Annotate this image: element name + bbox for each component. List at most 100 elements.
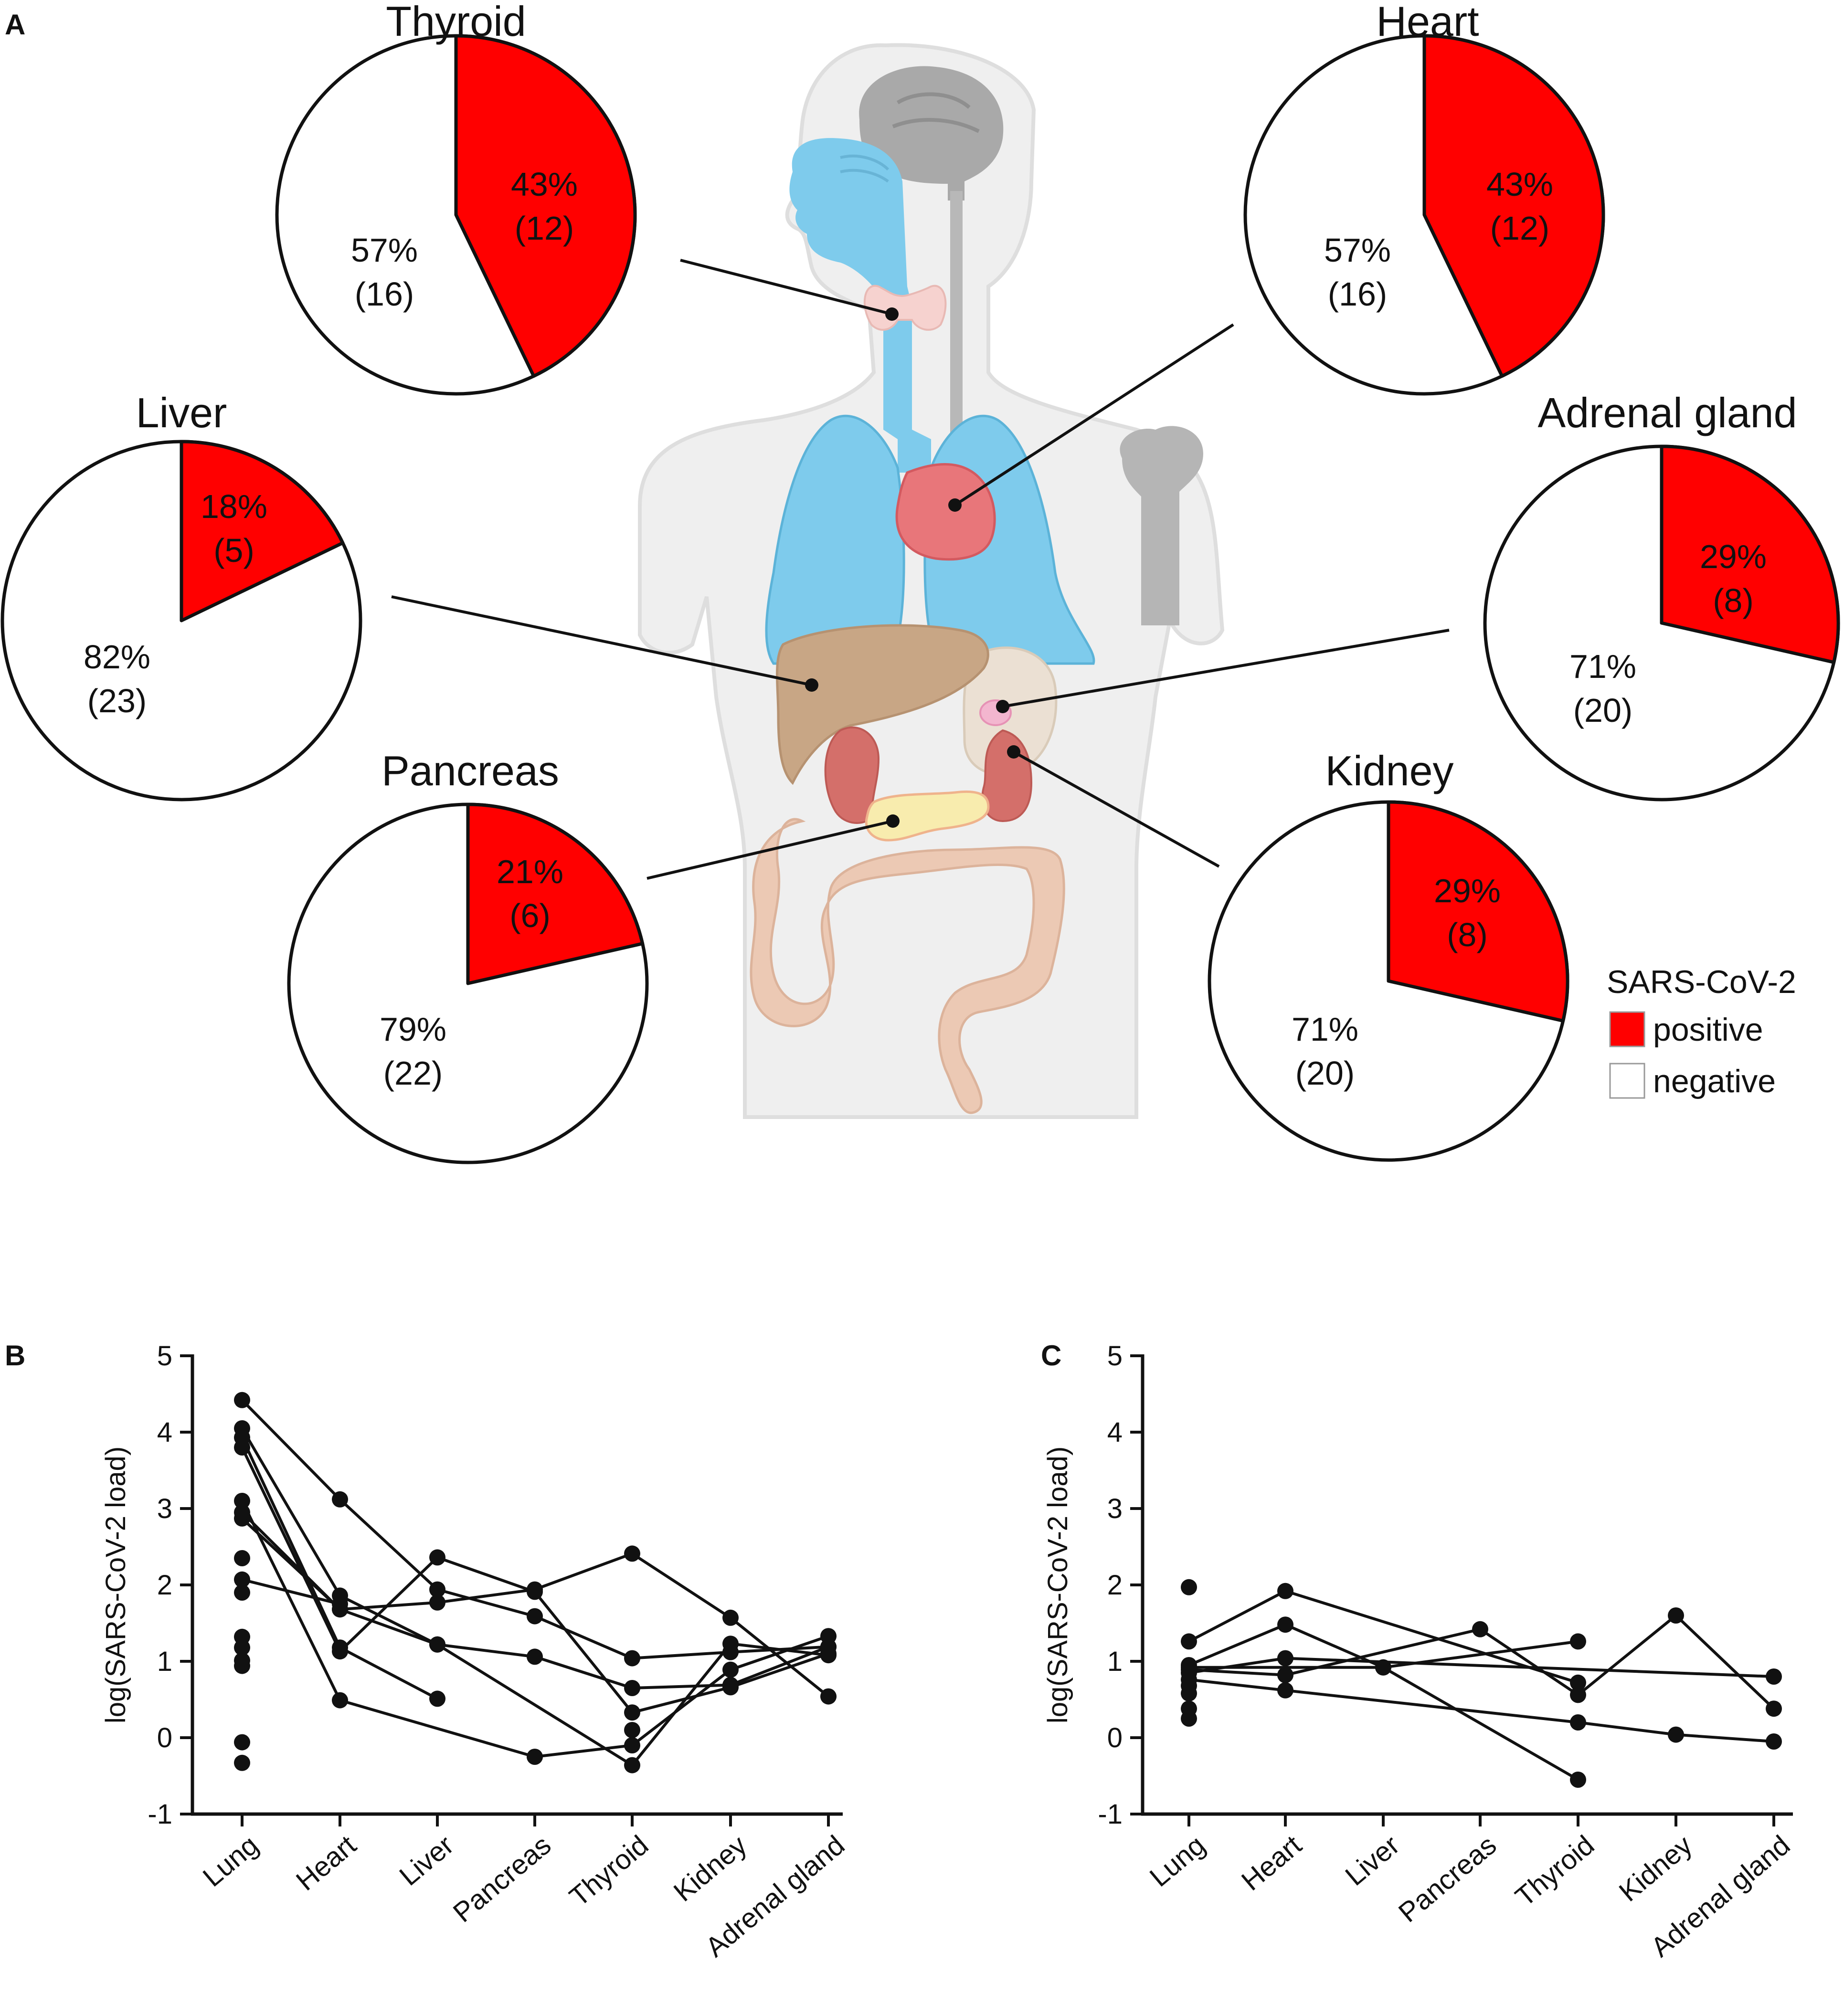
series-line: [241, 1500, 829, 1759]
data-point: [820, 1628, 837, 1645]
data-point: [1668, 1726, 1684, 1743]
pie-kidney: Kidney 29% (8) 71% (20): [1007, 745, 1569, 1162]
pie-liver: Liver 18% (5) 82% (23): [0, 389, 818, 802]
data-point: [1375, 1659, 1391, 1676]
x-tick-label-heart: Heart: [1236, 1829, 1307, 1897]
legend-swatch-positive: [1609, 1011, 1645, 1047]
pie-label-positive-count: (5): [213, 532, 254, 569]
data-point: [332, 1643, 348, 1660]
pie-label-negative-percent: 57%: [1324, 232, 1391, 269]
data-point: [234, 1754, 250, 1771]
organ-marker: [885, 307, 899, 321]
data-point: [429, 1594, 445, 1611]
series-line: [1188, 1678, 1774, 1743]
y-tick-label: 4: [1107, 1417, 1123, 1448]
x-tick-label-thyroid: Thyroid: [1509, 1829, 1600, 1912]
data-point: [1570, 1674, 1586, 1691]
data-point: [722, 1661, 739, 1678]
pie-label-negative-count: (22): [383, 1055, 443, 1092]
data-point: [624, 1737, 640, 1753]
data-point: [1181, 1633, 1197, 1650]
series-line: [241, 1517, 829, 1698]
pie-label-positive-percent: 29%: [1434, 872, 1501, 909]
pie-label-positive-percent: 43%: [1486, 166, 1553, 203]
pie-label-negative-percent: 57%: [351, 232, 418, 269]
pie-label-negative-percent: 82%: [84, 638, 150, 676]
y-tick-label: 0: [157, 1722, 172, 1753]
y-tick-label: 3: [1107, 1493, 1123, 1524]
organ-marker: [805, 678, 818, 692]
pie-label-positive-percent: 29%: [1700, 538, 1767, 575]
organ-marker: [1007, 745, 1020, 759]
data-point: [1277, 1616, 1293, 1633]
pie-thyroid: Thyroid 43% (12) 57% (16): [275, 0, 899, 396]
data-point: [234, 1392, 250, 1408]
data-point: [527, 1648, 543, 1665]
data-point: [234, 1734, 250, 1751]
data-point: [1570, 1687, 1586, 1703]
heart-organ: [895, 463, 996, 561]
panel-label-c: C: [1041, 1340, 1061, 1372]
data-point: [1277, 1650, 1293, 1667]
pie-heart: Heart 43% (12) 57% (16): [948, 0, 1605, 512]
y-tick-label: 3: [157, 1493, 172, 1524]
y-tick-label: 5: [1107, 1340, 1123, 1372]
y-tick-label: 4: [157, 1417, 172, 1448]
series-line: [1188, 1614, 1775, 1710]
data-point: [1472, 1621, 1488, 1637]
data-point: [722, 1609, 739, 1626]
x-tick-label-lung: Lung: [1144, 1829, 1211, 1893]
airway-lines: [840, 154, 890, 183]
pie-title: Heart: [1376, 0, 1479, 45]
series-line: [241, 1511, 829, 1767]
series-6: [1181, 1633, 1586, 1676]
pie-slice-positive: [1422, 34, 1605, 378]
y-tick-label: 0: [1107, 1722, 1123, 1753]
pie-title: Thyroid: [386, 0, 526, 45]
data-point: [429, 1636, 445, 1653]
data-point: [527, 1581, 543, 1598]
chart-c: 5 4 3 2 1 0 -1 log(SARS-CoV-2 load) Lung Heart Liv…: [1042, 1340, 1796, 1963]
data-point: [332, 1601, 348, 1618]
pie-title: Pancreas: [382, 747, 559, 794]
pie-label-negative-percent: 79%: [380, 1011, 446, 1048]
large-intestine: [750, 818, 1065, 1114]
pie-slice-positive: [466, 802, 645, 985]
x-tick-label-liver: Liver: [1339, 1829, 1405, 1892]
data-point: [624, 1680, 640, 1696]
data-point: [1766, 1700, 1782, 1717]
x-tick-label-pancreas: Pancreas: [1393, 1829, 1502, 1928]
y-tick-label: -1: [148, 1799, 172, 1830]
pie-label-negative-count: (23): [87, 682, 147, 719]
pie-panel: Thyroid 43% (12) 57% (16) Heart 43% (12) 57% (16)…: [0, 0, 1840, 1164]
series-1: [234, 1392, 837, 1667]
pie-slice-positive: [1387, 800, 1569, 1023]
pie-title: Adrenal gland: [1537, 389, 1797, 436]
pie-label-negative-count: (20): [1295, 1055, 1355, 1092]
pie-slice-positive: [180, 440, 345, 623]
y-tick-label: 1: [157, 1646, 172, 1677]
data-point: [624, 1545, 640, 1562]
pie-label-positive-count: (8): [1447, 916, 1488, 953]
data-point: [1181, 1579, 1197, 1595]
organ-marker: [948, 498, 962, 512]
data-point: [234, 1657, 250, 1674]
data-point: [1570, 1772, 1586, 1788]
data-point: [1570, 1633, 1586, 1650]
brain-folds: [892, 92, 980, 133]
y-axis-title: log(SARS-CoV-2 load): [1042, 1446, 1073, 1723]
panel-label-a: A: [5, 9, 25, 41]
series-1: [1181, 1583, 1586, 1691]
data-point: [1181, 1659, 1197, 1676]
series-2: [234, 1420, 837, 1696]
pie-label-negative-count: (16): [355, 275, 414, 313]
data-point: [527, 1608, 543, 1625]
series-line: [242, 1578, 340, 1605]
legend-label-negative: negative: [1653, 1063, 1776, 1099]
pie-label-positive-count: (8): [1713, 582, 1754, 619]
data-point: [332, 1491, 348, 1508]
x-tick-label-kidney: Kidney: [668, 1829, 753, 1908]
pie-label-positive-percent: 21%: [497, 853, 563, 890]
y-axis-title: log(SARS-CoV-2 load): [100, 1446, 131, 1723]
